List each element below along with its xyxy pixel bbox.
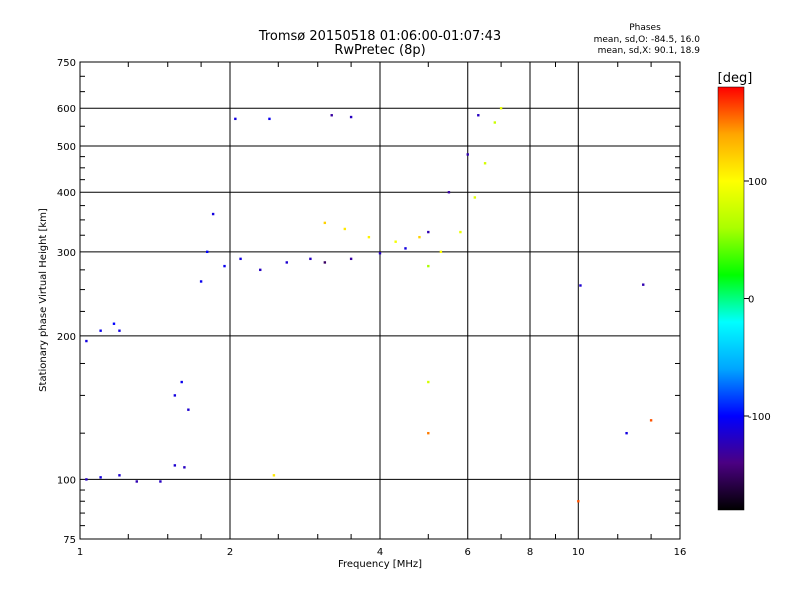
x-axis-label: Frequency [MHz]	[338, 559, 422, 570]
o-mode-point	[99, 476, 102, 479]
y-tick-label: 75	[63, 535, 76, 546]
phases-heading: Phases	[629, 23, 661, 33]
o-mode-point	[259, 268, 262, 272]
o-mode-point	[173, 394, 177, 397]
x-mode-point	[483, 162, 487, 165]
y-ticks: 75 100 200 300 400 500 600 750	[57, 58, 680, 546]
y-tick-label: 100	[57, 475, 76, 486]
x-mode-point	[427, 264, 430, 268]
y-tick-label: 300	[57, 248, 76, 259]
o-mode-point	[268, 117, 271, 121]
o-mode-point	[118, 329, 121, 332]
x-tick-label: 6	[465, 547, 471, 558]
o-mode-point	[223, 264, 226, 268]
x-tick-label: 2	[227, 547, 233, 558]
x-mode-point	[499, 107, 503, 110]
o-mode-point	[211, 212, 215, 216]
x-mode-point	[473, 196, 477, 199]
o-mode-point	[234, 117, 237, 121]
phases-o-line: mean, sd,O: -84.5, 16.0	[594, 35, 701, 45]
o-mode-point	[99, 329, 102, 332]
y-tick-label: 600	[57, 104, 76, 115]
o-mode-point	[447, 191, 451, 194]
colorbar-tick-label: -100	[748, 412, 771, 423]
o-mode-point	[199, 280, 203, 283]
x-tick-label: 10	[572, 547, 585, 558]
o-mode-point	[183, 466, 186, 469]
phases-x-line: mean, sd,X: 90.1, 18.9	[598, 46, 701, 56]
x-mode-point	[272, 474, 276, 477]
x-mode-point	[427, 380, 430, 384]
o-mode-point	[349, 257, 353, 261]
grid-lines	[79, 61, 681, 540]
o-mode-point	[309, 257, 312, 261]
o-mode-point	[112, 322, 116, 325]
o-mode-point	[378, 252, 382, 255]
data-points	[85, 107, 653, 503]
x-mode-point	[493, 121, 497, 124]
x-tick-label: 1	[77, 547, 83, 558]
colorbar-label: [deg]	[718, 71, 753, 86]
y-axis-label: Stationary phase Virtual Height [km]	[38, 208, 49, 392]
o-mode-point	[625, 431, 628, 435]
o-mode-point	[349, 115, 353, 119]
o-mode-point	[477, 114, 480, 117]
o-mode-point	[642, 283, 645, 286]
o-mode-point	[180, 380, 183, 384]
x-tick-label: 16	[674, 547, 687, 558]
chart-subtitle: RwPretec (8p)	[334, 43, 425, 58]
y-tick-label: 200	[57, 332, 76, 343]
x-mode-point	[343, 227, 347, 231]
o-mode-point	[135, 480, 138, 483]
o-mode-point	[85, 478, 88, 481]
x-ticks: 1 2 4 6 8 10 16	[77, 62, 687, 558]
x-mode-point	[323, 221, 327, 225]
x-tick-label: 4	[377, 547, 383, 558]
o-mode-point	[118, 474, 121, 477]
o-mode-point	[404, 247, 407, 250]
o-mode-point	[85, 339, 88, 343]
colorbar	[717, 86, 745, 511]
y-tick-label: 750	[57, 58, 76, 69]
colorbar-ticks: 100 0 -100	[744, 177, 771, 423]
y-tick-label: 400	[57, 188, 76, 199]
colorbar-tick-label: 0	[748, 295, 754, 306]
x-mode-point	[367, 235, 371, 239]
x-mode-point	[439, 250, 443, 254]
o-mode-point	[173, 464, 177, 467]
x-mode-point	[418, 235, 421, 239]
o-mode-point	[205, 250, 209, 254]
o-mode-point	[427, 230, 430, 234]
x-tick-label: 8	[527, 547, 533, 558]
x-mode-point	[649, 419, 653, 422]
o-mode-point	[239, 257, 242, 261]
o-mode-point	[579, 284, 582, 287]
o-mode-point	[187, 408, 190, 411]
o-mode-point	[466, 153, 469, 156]
o-mode-point	[330, 114, 333, 117]
x-mode-point	[459, 230, 462, 234]
o-mode-point	[323, 261, 327, 264]
o-mode-point	[285, 261, 288, 264]
x-mode-point	[577, 500, 580, 503]
x-mode-point	[427, 431, 430, 435]
o-mode-point	[159, 480, 162, 483]
colorbar-tick-label: 100	[748, 177, 767, 188]
x-mode-point	[394, 240, 397, 243]
chart-title: Tromsø 20150518 01:06:00-01:07:43	[258, 29, 501, 44]
plot-frame	[79, 61, 681, 540]
y-tick-label: 500	[57, 142, 76, 153]
